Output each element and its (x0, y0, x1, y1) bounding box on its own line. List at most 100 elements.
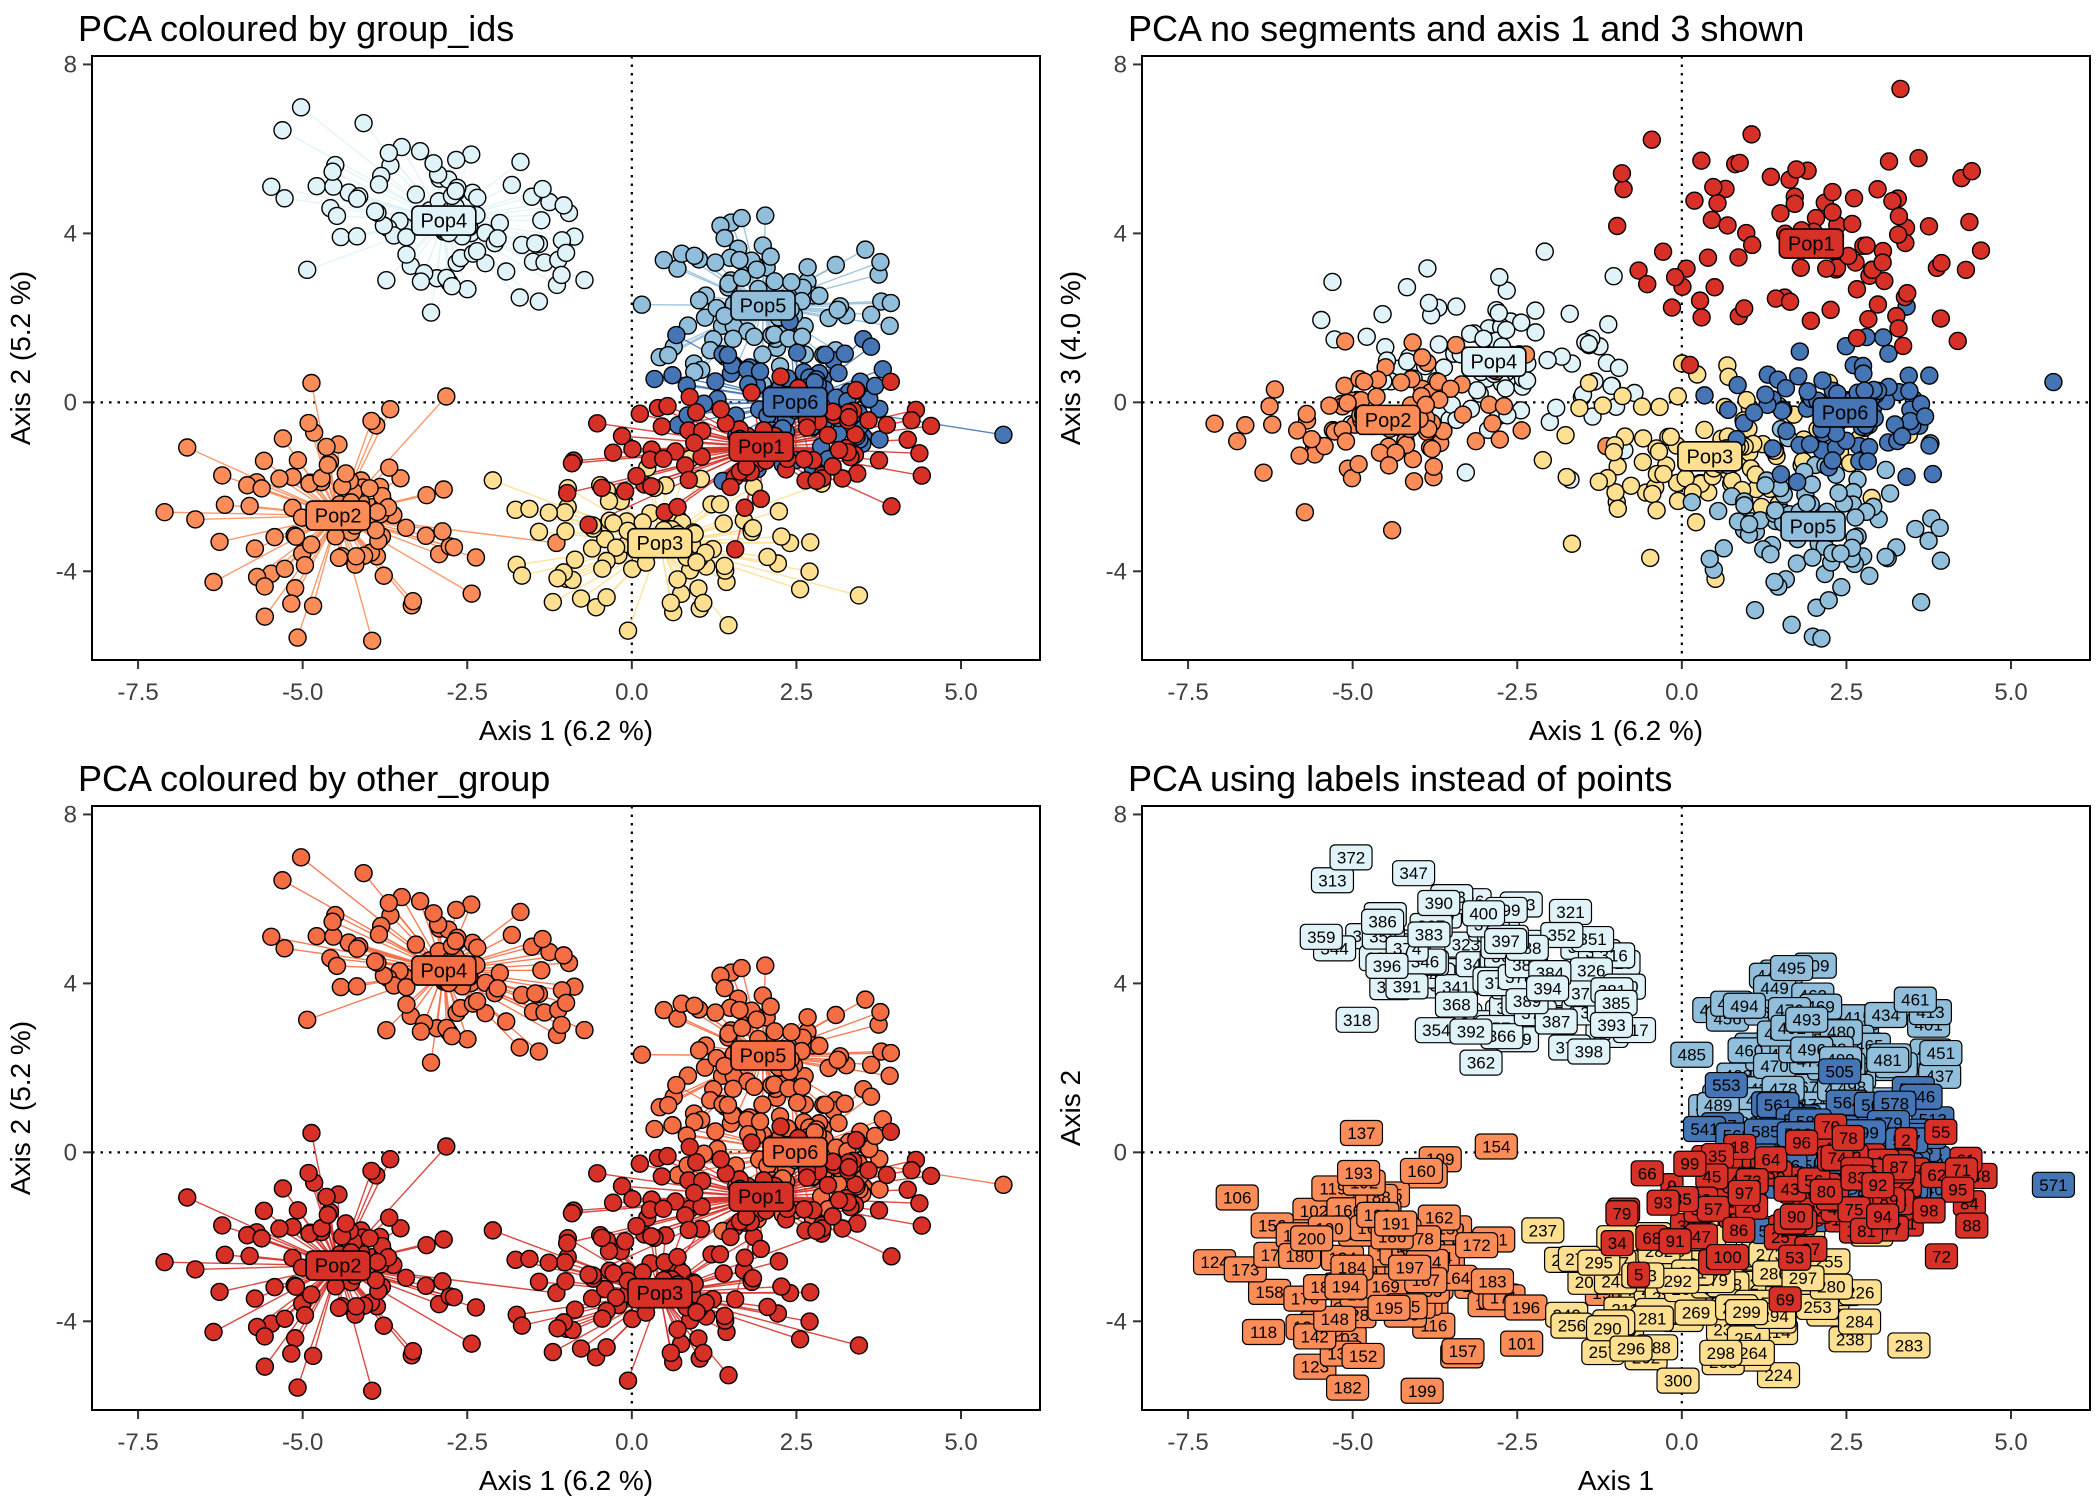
svg-text:91: 91 (1666, 1232, 1685, 1251)
svg-text:100: 100 (1713, 1248, 1741, 1267)
svg-text:68: 68 (1642, 1229, 1661, 1248)
svg-text:-7.5: -7.5 (117, 1429, 158, 1456)
svg-text:Pop1: Pop1 (738, 437, 785, 459)
svg-text:387: 387 (1542, 1012, 1570, 1031)
svg-text:390: 390 (1425, 894, 1453, 913)
svg-text:191: 191 (1382, 1214, 1410, 1233)
svg-text:Pop2: Pop2 (315, 506, 362, 528)
svg-text:169: 169 (1371, 1277, 1399, 1296)
svg-text:195: 195 (1375, 1299, 1403, 1318)
svg-text:78: 78 (1839, 1129, 1858, 1148)
svg-text:Pop6: Pop6 (772, 392, 819, 414)
svg-text:226: 226 (1846, 1283, 1874, 1302)
svg-text:Axis 2: Axis 2 (1055, 1070, 1086, 1146)
svg-text:-2.5: -2.5 (447, 679, 488, 706)
svg-text:494: 494 (1730, 997, 1758, 1016)
svg-text:Axis 3 (4.0 %): Axis 3 (4.0 %) (1055, 271, 1086, 445)
svg-text:-5.0: -5.0 (1332, 1429, 1373, 1456)
svg-text:69: 69 (1776, 1290, 1795, 1309)
svg-text:392: 392 (1457, 1023, 1485, 1042)
svg-text:281: 281 (1638, 1310, 1666, 1329)
pca-plot-other-group: -7.5 -5.0 -2.5 0.0 2.5 5.0 -4 0 4 8 Axis 1 (6.2 %)… (5, 801, 1041, 1496)
svg-text:95: 95 (1948, 1181, 1967, 1200)
svg-text:Pop6: Pop6 (1822, 402, 1869, 424)
svg-text:200: 200 (1297, 1229, 1325, 1248)
svg-text:Axis 1 (6.2 %): Axis 1 (6.2 %) (479, 715, 653, 746)
panel-title-other-group: PCA coloured by other_group (78, 758, 551, 799)
svg-text:Axis 1 (6.2 %): Axis 1 (6.2 %) (1529, 715, 1703, 746)
svg-text:Pop2: Pop2 (1365, 410, 1412, 432)
pca-plot-axis13: -7.5 -5.0 -2.5 0.0 2.5 5.0 -4 0 4 8 Axis 1 (6.2 %)… (1055, 51, 2091, 746)
svg-text:571: 571 (2039, 1176, 2067, 1195)
svg-text:295: 295 (1585, 1254, 1613, 1273)
svg-text:449: 449 (1760, 979, 1788, 998)
svg-text:182: 182 (1333, 1379, 1361, 1398)
svg-text:-5.0: -5.0 (282, 679, 323, 706)
svg-text:394: 394 (1533, 979, 1561, 998)
svg-text:-2.5: -2.5 (447, 1429, 488, 1456)
svg-text:86: 86 (1729, 1221, 1748, 1240)
svg-text:-2.5: -2.5 (1497, 1429, 1538, 1456)
svg-text:391: 391 (1393, 977, 1421, 996)
svg-text:173: 173 (1231, 1260, 1259, 1279)
pca-panel-axis13: PCA no segments and axis 1 and 3 shown -… (1050, 0, 2100, 750)
svg-text:-7.5: -7.5 (1167, 679, 1208, 706)
svg-text:101: 101 (1507, 1335, 1535, 1354)
svg-text:8: 8 (64, 51, 77, 78)
svg-text:7: 7 (1914, 1161, 1923, 1180)
svg-text:0.0: 0.0 (1665, 679, 1698, 706)
svg-text:164: 164 (1442, 1269, 1470, 1288)
svg-text:196: 196 (1512, 1298, 1540, 1317)
svg-text:-5.0: -5.0 (1332, 679, 1373, 706)
svg-text:72: 72 (1932, 1247, 1951, 1266)
svg-text:489: 489 (1704, 1096, 1732, 1115)
svg-text:Pop3: Pop3 (1687, 446, 1734, 468)
svg-text:5.0: 5.0 (1994, 1429, 2027, 1456)
svg-text:541: 541 (1690, 1120, 1718, 1139)
svg-text:269: 269 (1682, 1304, 1710, 1323)
svg-text:485: 485 (1678, 1046, 1706, 1065)
svg-text:88: 88 (1962, 1217, 1981, 1236)
svg-text:157: 157 (1449, 1342, 1477, 1361)
svg-text:92: 92 (1868, 1176, 1887, 1195)
svg-text:75: 75 (1845, 1200, 1864, 1219)
svg-text:585: 585 (1751, 1122, 1779, 1141)
svg-text:290: 290 (1593, 1319, 1621, 1338)
svg-text:292: 292 (1664, 1272, 1692, 1291)
svg-text:505: 505 (1826, 1062, 1854, 1081)
svg-text:194: 194 (1332, 1278, 1360, 1297)
svg-text:326: 326 (1577, 961, 1605, 980)
svg-text:2.5: 2.5 (780, 1429, 813, 1456)
svg-text:152: 152 (1349, 1347, 1377, 1366)
svg-text:2.5: 2.5 (1830, 1429, 1863, 1456)
svg-text:0: 0 (1114, 1139, 1127, 1166)
svg-text:264: 264 (1739, 1344, 1767, 1363)
pca-panel-labels: PCA using labels instead of points -7.5-… (1050, 750, 2100, 1500)
svg-text:66: 66 (1638, 1164, 1657, 1183)
svg-text:2: 2 (1901, 1131, 1910, 1150)
svg-text:359: 359 (1307, 928, 1335, 947)
svg-text:495: 495 (1777, 959, 1805, 978)
svg-text:321: 321 (1556, 903, 1584, 922)
svg-text:296: 296 (1617, 1340, 1645, 1359)
svg-text:362: 362 (1467, 1054, 1495, 1073)
svg-text:400: 400 (1469, 904, 1497, 923)
svg-text:386: 386 (1368, 913, 1396, 932)
svg-text:4: 4 (1114, 220, 1127, 247)
pca-plot-group-ids: -7.5 -5.0 -2.5 0.0 2.5 5.0 -4 0 4 8 Axis 1 (6.2 %)… (5, 51, 1041, 746)
svg-text:496: 496 (1798, 1041, 1826, 1060)
svg-text:Pop5: Pop5 (740, 1046, 787, 1068)
svg-text:372: 372 (1337, 848, 1365, 867)
svg-text:Pop1: Pop1 (1788, 234, 1835, 256)
svg-text:5.0: 5.0 (944, 679, 977, 706)
svg-text:Pop4: Pop4 (1470, 352, 1517, 374)
panel-title-group-ids: PCA coloured by group_ids (78, 8, 515, 49)
svg-text:90: 90 (1787, 1208, 1806, 1227)
svg-text:-5.0: -5.0 (282, 1429, 323, 1456)
svg-text:-4: -4 (1106, 558, 1127, 585)
svg-text:398: 398 (1575, 1043, 1603, 1062)
svg-text:97: 97 (1735, 1184, 1754, 1203)
pca-plot-labels: -7.5 -5.0 -2.5 0.0 2.5 5.0 -4 0 4 8 Axis 1 Axis 2 30… (1055, 801, 2091, 1496)
svg-text:368: 368 (1442, 996, 1470, 1015)
svg-text:162: 162 (1425, 1209, 1453, 1228)
